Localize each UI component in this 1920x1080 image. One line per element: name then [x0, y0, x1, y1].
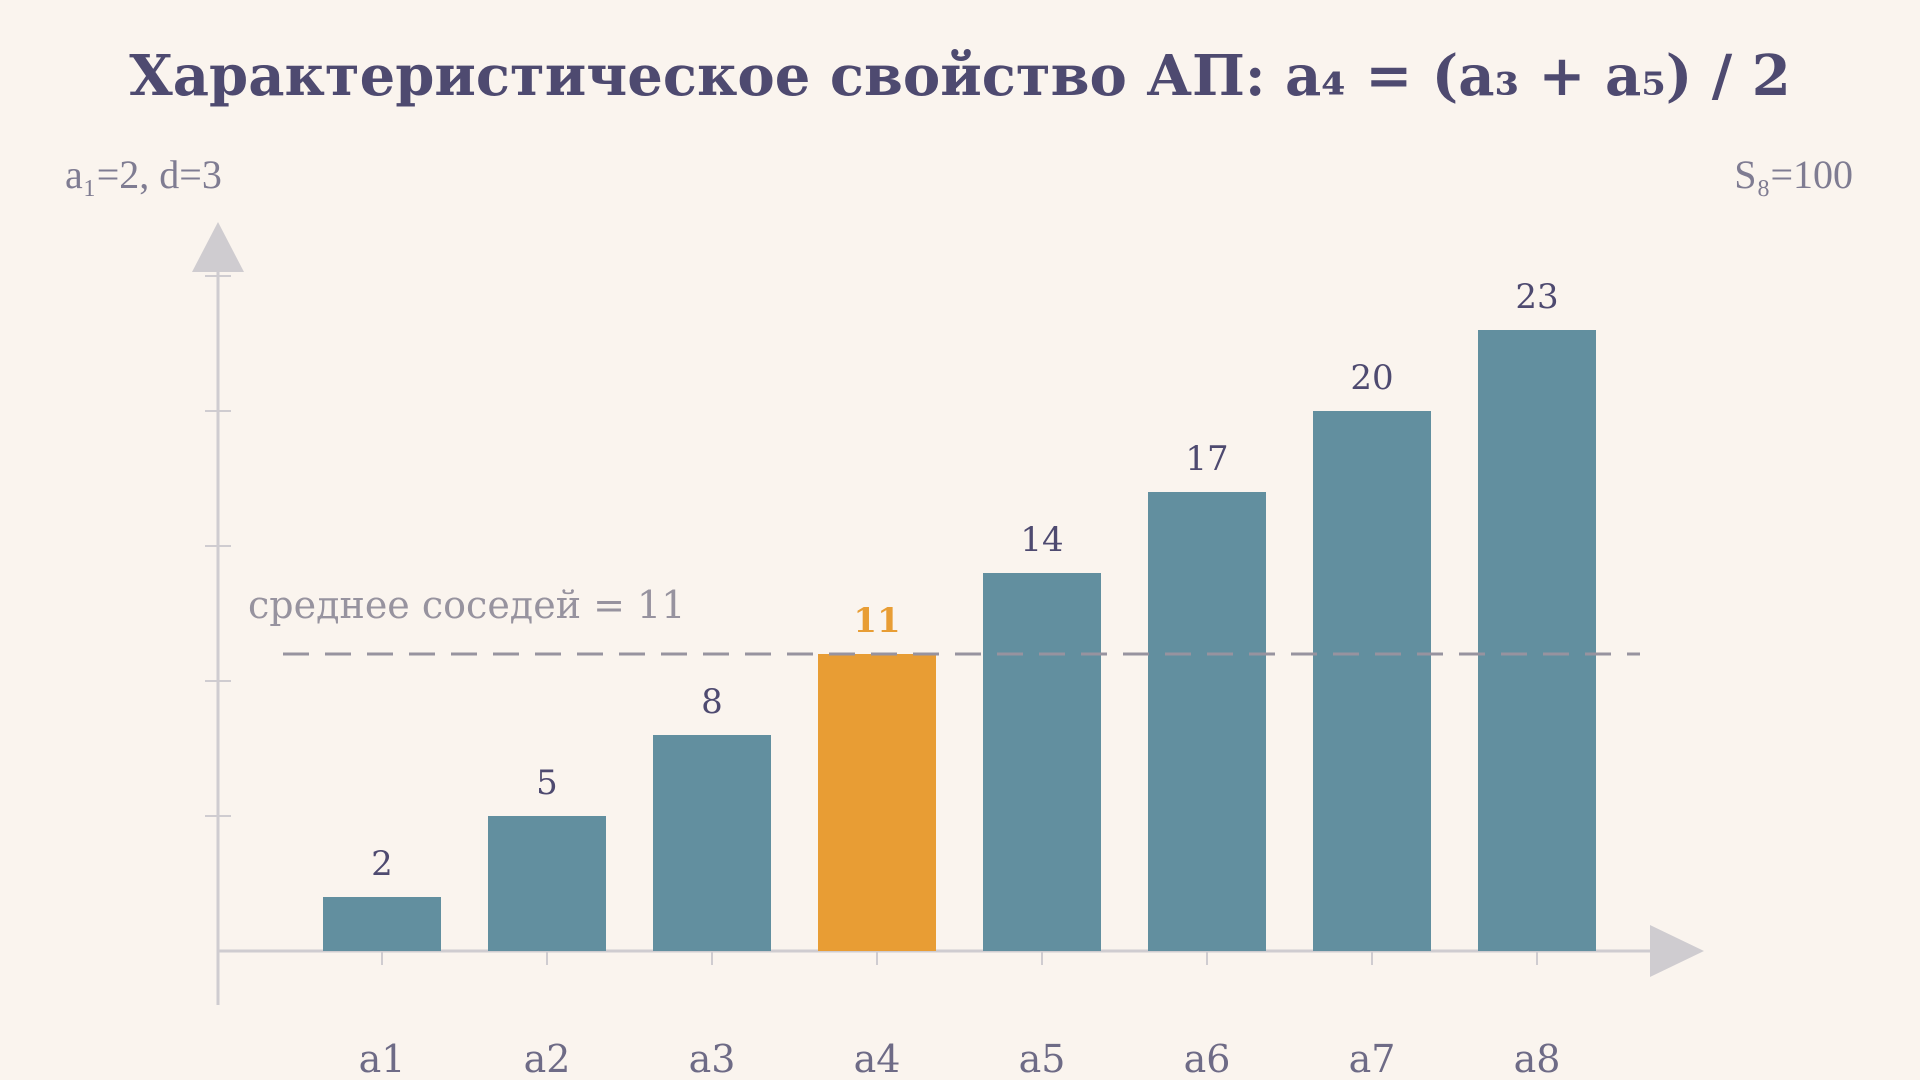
- bar: [1148, 492, 1266, 951]
- category-label: a1: [359, 1037, 406, 1080]
- params-label: a₁=2, d=3: [65, 152, 222, 197]
- category-label: a8: [1514, 1037, 1561, 1080]
- mean-label: среднее соседей = 11: [248, 583, 685, 627]
- bar: [488, 816, 606, 951]
- value-label: 17: [1185, 439, 1228, 479]
- bar: [653, 735, 771, 951]
- y-axis-arrow-icon: [192, 222, 244, 272]
- bar: [1313, 411, 1431, 951]
- value-label: 14: [1020, 520, 1063, 560]
- category-label: a2: [524, 1037, 571, 1080]
- chart-title: Характеристическое свойство АП: a₄ = (a₃…: [129, 43, 1790, 109]
- bar: [1478, 330, 1596, 951]
- value-label: 23: [1515, 277, 1558, 317]
- bar: [323, 897, 441, 951]
- bars: [323, 330, 1596, 951]
- mean-line-group: среднее соседей = 11: [248, 583, 1640, 656]
- bar: [983, 573, 1101, 951]
- category-label: a3: [689, 1037, 736, 1080]
- x-axis-arrow-icon: [1650, 925, 1704, 977]
- sum-label: S₈=100: [1734, 152, 1853, 197]
- category-label: a5: [1019, 1037, 1066, 1080]
- labels: 2 a1 5 a2 8 a3 11 a4 14 a5 17 a6 20 a7 23 a8: [359, 277, 1561, 1080]
- value-label: 8: [701, 682, 723, 722]
- value-label: 2: [371, 844, 393, 884]
- value-label: 20: [1350, 358, 1393, 398]
- category-label: a6: [1184, 1037, 1231, 1080]
- value-label: 11: [853, 601, 900, 641]
- category-label: a4: [854, 1037, 901, 1080]
- category-label: a7: [1349, 1037, 1396, 1080]
- bar-highlight: [818, 654, 936, 951]
- value-label: 5: [536, 763, 558, 803]
